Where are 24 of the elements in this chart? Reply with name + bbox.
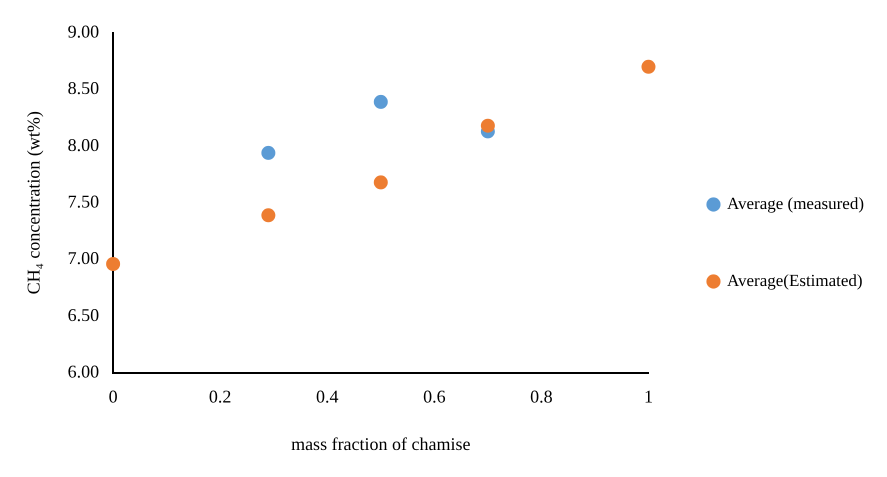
x-tick-label: 0 [108,386,118,406]
y-tick-label: 7.00 [68,248,100,268]
point [106,257,120,271]
x-tick-label: 0.4 [316,386,338,406]
x-axis-title: mass fraction of chamise [291,434,471,454]
x-tick-label: 0.2 [208,386,232,406]
y-tick-label: 8.50 [68,78,100,98]
legend-label: Average(Estimated) [726,270,863,290]
point [261,146,276,160]
point [261,208,276,222]
point [480,118,495,133]
point [641,60,656,74]
x-tick-label: 0.6 [423,386,446,406]
point [374,175,388,190]
x-tick-label: 0.8 [530,386,553,406]
y-axis-title: CH₄ concentration (wt%) [24,111,44,294]
y-tick-label: 7.50 [68,192,100,212]
y-tick-label: 6.50 [68,304,100,325]
legend-label: Average (measured) [726,194,864,213]
y-tick-label: 8.00 [68,134,100,155]
x-tick-label: 1 [644,386,653,406]
y-tick-label: 9.00 [68,22,100,42]
y-tick-label: 6.00 [68,362,100,382]
point [374,94,388,109]
